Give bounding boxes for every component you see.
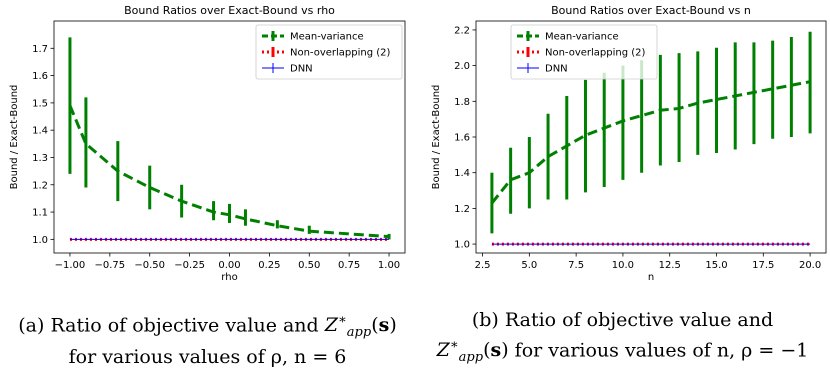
chart-1: Bound Ratios over Exact-Bound vs rho 1.0 1… [9,4,405,283]
x-tick-label: 12.5 [659,260,681,271]
x-tick-label: 2.5 [475,260,491,271]
legend-label: DNN [290,64,313,75]
y-tick-label: 1.5 [32,98,48,109]
y-tick-label: 1.6 [32,71,48,82]
x-tick-label: 5.0 [521,260,537,271]
y-tick-label: 2.0 [454,61,470,72]
x-axis-label: rho [221,272,237,283]
chart-title: Bound Ratios over Exact-Bound vs rho [124,4,335,17]
y-tick-label: 1.2 [454,204,470,215]
x-tick-label: 0.50 [298,260,320,271]
x-tick-label: 20.0 [799,260,821,271]
legend: Mean-variance Non-overlapping (2) DNN [511,25,657,79]
x-tick-label: 1.00 [378,260,400,271]
caption-a-math: Z∗app(s) [325,314,397,336]
caption-a-line2: for various values of ρ, n = 6 [0,345,415,370]
x-tick-label: −1.00 [55,260,86,271]
y-axis-label: Bound / Exact-Bound [431,85,442,190]
caption-a: (a) Ratio of objective value and Z∗app(s… [0,308,415,370]
caption-b: (b) Ratio of objective value and Z∗app(s… [415,308,830,370]
caption-b-line1: (b) Ratio of objective value and [415,308,830,333]
y-tick-label: 1.4 [32,126,48,137]
y-tick-label: 1.3 [32,153,48,164]
y-tick-label: 2.2 [454,25,470,36]
x-tick-label: 0.25 [258,260,280,271]
y-tick-label: 1.8 [454,97,470,108]
x-tick-label: 10.0 [612,260,634,271]
y-tick-label: 1.6 [454,133,470,144]
y-tick-label: 1.4 [454,168,470,179]
y-tick-label: 1.0 [32,235,48,246]
caption-a-text: (a) Ratio of objective value and [18,314,325,336]
x-tick-label: −0.25 [174,260,205,271]
legend-label: Mean-variance [290,32,364,43]
x-tick-label: 0.75 [338,260,360,271]
y-tick-label: 1.0 [454,240,470,251]
caption-b-text: for various values of n, ρ = −1 [509,339,809,361]
series-line [492,82,810,203]
chart-2: Bound Ratios over Exact-Bound vs n 1.0 1.2… [431,4,826,283]
y-tick-label: 1.7 [32,44,48,55]
y-tick-label: 1.2 [32,180,48,191]
x-tick-label: 17.5 [752,260,774,271]
caption-b-math: Z∗app(s) [437,339,509,361]
legend-label: Non-overlapping (2) [290,48,391,59]
y-axis-label: Bound / Exact-Bound [9,85,20,190]
x-tick-label: −0.50 [134,260,165,271]
chart-title: Bound Ratios over Exact-Bound vs n [551,4,751,17]
y-tick-label: 1.1 [32,208,48,219]
x-tick-label: 0.00 [218,260,240,271]
legend-label: Non-overlapping (2) [545,48,646,59]
legend: Mean-variance Non-overlapping (2) DNN [256,25,402,79]
x-tick-label: 15.0 [705,260,727,271]
x-tick-label: 7.5 [568,260,584,271]
legend-label: DNN [545,64,568,75]
x-axis-label: n [648,272,654,283]
legend-label: Mean-variance [545,32,619,43]
x-tick-label: −0.75 [95,260,126,271]
